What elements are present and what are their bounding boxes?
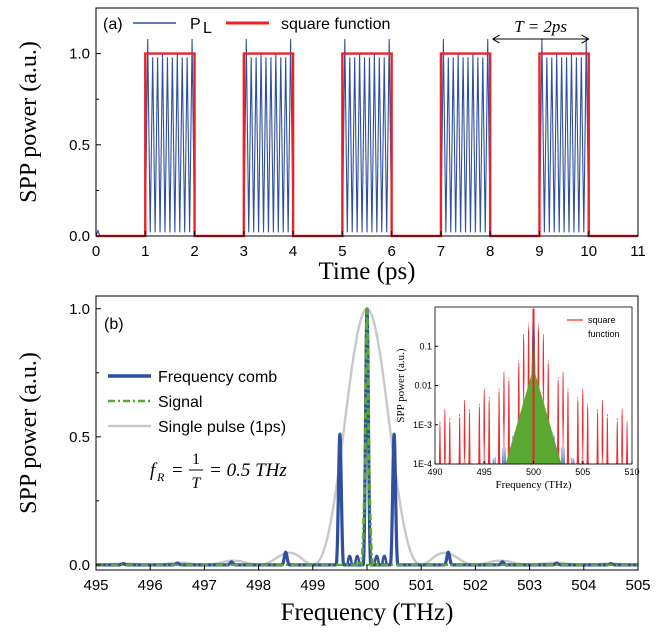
inset-legend-box (568, 313, 628, 343)
inset-envelope-line (439, 306, 627, 465)
x-tick-label: 495 (83, 577, 108, 594)
legend-label-pl-subscript: L (203, 20, 212, 37)
panel-b-frequency-domain: 495 496 497 498 499 500 501 502 503 504 505 0.0 0.5 1… (16, 295, 651, 626)
formula-f: f (150, 460, 158, 481)
legend-label-signal: Signal (158, 394, 202, 411)
inset-x-tick-label: 490 (427, 467, 442, 477)
inset-x-axis-label: Frequency (THz) (495, 479, 571, 491)
period-arrowhead-left (492, 34, 500, 44)
x-tick-label: 497 (192, 577, 217, 594)
x-tick-label: 6 (387, 243, 395, 260)
x-tick-label: 499 (300, 577, 325, 594)
x-tick-label: 498 (246, 577, 271, 594)
x-tick-label: 504 (571, 577, 596, 594)
series-square-function-line (96, 52, 638, 238)
inset-chart: 490 495 500 505 510 1E-4 1E-3 0.01 0.1 Frequency … (395, 306, 640, 491)
panel-a-time-domain: 0 1 2 3 4 5 6 7 8 9 10 11 0.0 0.5 1.0 Time (ps) SPP powe… (16, 7, 646, 285)
inset-x-tick-label: 510 (624, 467, 639, 477)
formula-rest: = 0.5 THz (209, 460, 287, 481)
x-tick-label: 502 (463, 577, 488, 594)
formula-denominator: T (192, 475, 202, 492)
formula-equals: = (172, 460, 183, 481)
inset-x-tick-label: 505 (575, 467, 590, 477)
x-tick-label: 5 (338, 243, 346, 260)
panel-label-b: (b) (104, 316, 124, 333)
y-tick-label: 0.0 (69, 557, 90, 574)
y-tick-label: 1.0 (69, 46, 90, 63)
panel-label-a: (a) (103, 16, 123, 33)
x-tick-label: 7 (437, 243, 445, 260)
inset-legend-label-1: square (588, 315, 616, 325)
x-axis-label: Time (ps) (318, 258, 415, 285)
y-axis-label: SPP power (a.u.) (16, 41, 42, 203)
x-tick-label: 500 (354, 577, 379, 594)
x-tick-label: 10 (580, 243, 597, 260)
inset-y-tick-label: 0.1 (419, 341, 432, 351)
x-tick-label: 3 (240, 243, 248, 260)
y-tick-label: 0.5 (69, 429, 90, 446)
inset-y-tick-label: 1E-3 (413, 420, 432, 430)
comb-side-lobe (380, 554, 388, 566)
x-tick-label: 496 (138, 577, 163, 594)
legend-label-comb: Frequency comb (158, 369, 277, 386)
period-arrowhead-right (581, 34, 589, 44)
x-tick-label: 4 (289, 243, 297, 260)
inset-y-axis-label: SPP power (a.u.) (395, 348, 407, 422)
formula-numerator: 1 (192, 451, 200, 468)
x-tick-label: 503 (517, 577, 542, 594)
inset-x-tick-label: 500 (526, 467, 541, 477)
y-tick-label: 0.0 (69, 228, 90, 245)
inset-y-tick-label: 1E-4 (413, 459, 432, 469)
formula-subscript: R (156, 470, 165, 484)
x-tick-label: 1 (141, 243, 149, 260)
period-annotation: T = 2ps (514, 17, 567, 36)
legend-label-pl: P (190, 16, 201, 33)
x-tick-label: 11 (630, 243, 646, 260)
x-axis-label: Frequency (THz) (281, 599, 454, 626)
x-tick-label: 2 (190, 243, 198, 260)
y-tick-label: 1.0 (69, 301, 90, 318)
x-tick-label: 8 (486, 243, 494, 260)
series-signal-line (354, 307, 380, 567)
comb-side-lobe (346, 554, 354, 566)
x-tick-label: 0 (92, 243, 100, 260)
inset-legend-label-2: function (588, 329, 620, 339)
legend-label-single: Single pulse (1ps) (158, 419, 286, 436)
series-pl-line (95, 39, 638, 237)
inset-y-tick-label: 0.01 (414, 381, 432, 391)
x-tick-label: 9 (535, 243, 543, 260)
legend-label-square: square function (281, 16, 390, 33)
x-tick-label: 501 (409, 577, 434, 594)
inset-x-tick-label: 495 (477, 467, 492, 477)
y-tick-label: 0.5 (69, 137, 90, 154)
y-axis-label: SPP power (a.u.) (16, 352, 42, 514)
x-tick-label: 505 (625, 577, 650, 594)
plot-frame (95, 7, 639, 237)
